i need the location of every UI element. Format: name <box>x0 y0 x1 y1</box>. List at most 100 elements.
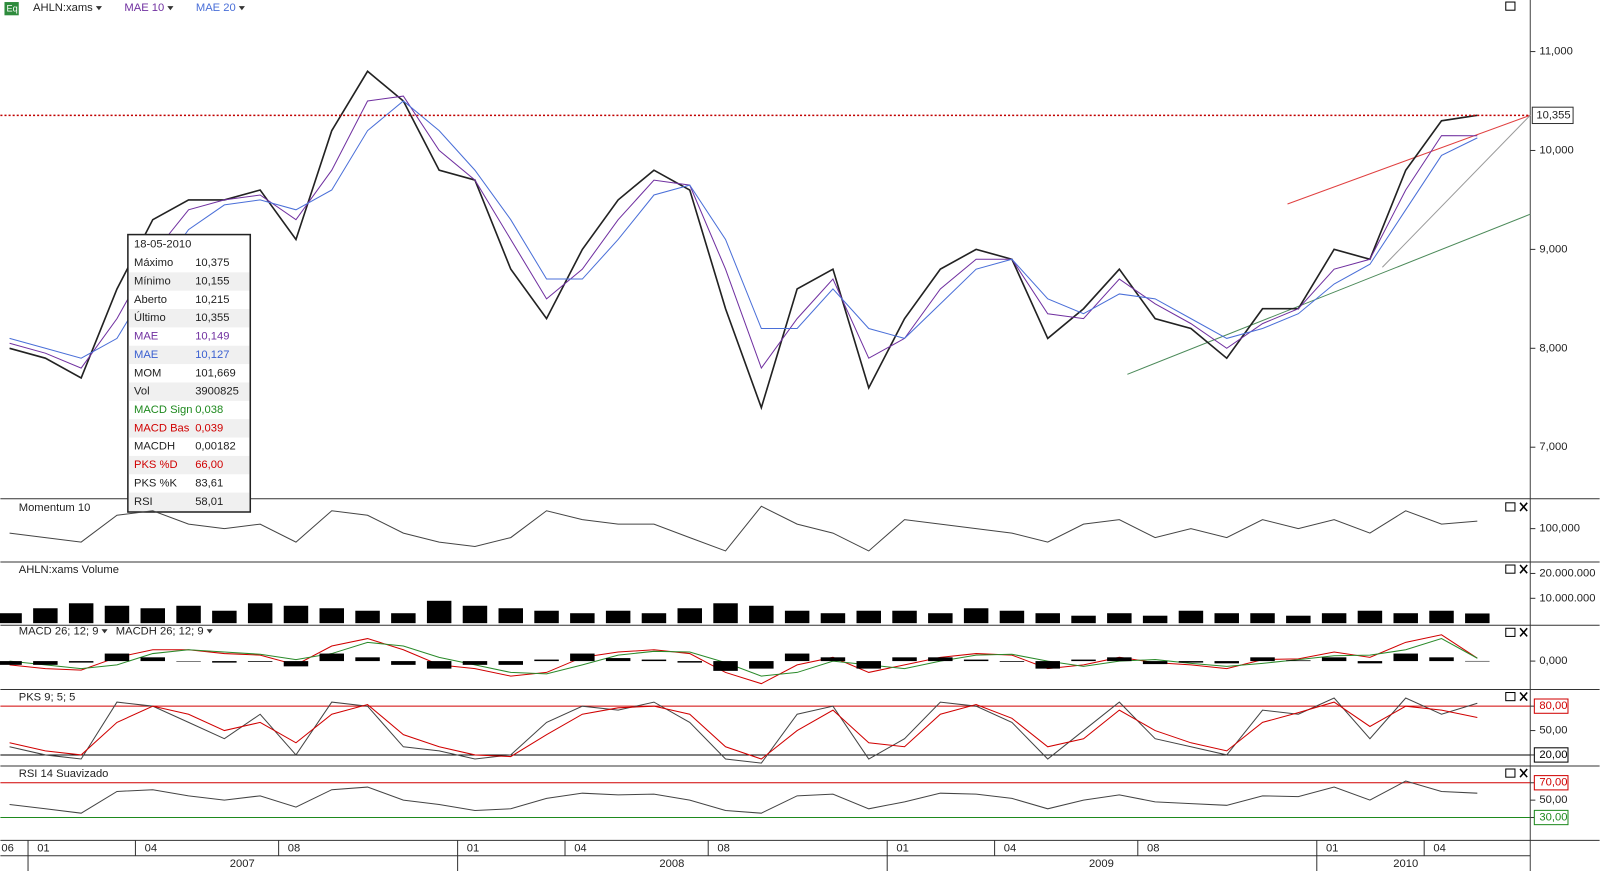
tooltip-value: 66,00 <box>195 459 223 471</box>
bar <box>999 610 1025 624</box>
bar <box>426 661 452 669</box>
bar <box>498 608 523 624</box>
x-tick-label: 01 <box>896 843 908 855</box>
bar <box>605 610 631 624</box>
bar <box>820 657 846 662</box>
y-tick-label: 70,00 <box>1539 777 1567 789</box>
bar <box>247 603 273 624</box>
bar <box>1393 613 1418 624</box>
y-tick-label: 80,00 <box>1539 700 1567 712</box>
y-tick-label: 30,00 <box>1539 811 1567 823</box>
bar <box>1071 615 1096 624</box>
bar <box>1357 661 1383 664</box>
bar <box>856 610 881 624</box>
last-value-box <box>1531 106 1574 125</box>
dropdown-arrow <box>95 6 102 11</box>
y-tick-label: 10,000 <box>1539 144 1573 156</box>
bar <box>33 661 58 665</box>
x-tick-label: 04 <box>145 843 157 855</box>
maximize-button[interactable] <box>1505 627 1516 637</box>
close-button[interactable] <box>1519 564 1528 574</box>
bar <box>283 661 309 667</box>
maximize-button[interactable] <box>1505 692 1516 702</box>
tooltip-label: PKS %D <box>134 459 178 471</box>
bar <box>104 653 130 662</box>
bar <box>247 661 273 662</box>
bar <box>963 608 989 624</box>
tooltip-label: MACD Sign <box>134 404 193 416</box>
bar <box>140 608 166 624</box>
bar <box>677 608 702 624</box>
maximize-button[interactable] <box>1505 768 1516 778</box>
dropdown-arrow <box>206 629 213 634</box>
series-line <box>9 95 1478 370</box>
maximize-button[interactable] <box>1505 564 1516 574</box>
year-label: 2008 <box>659 858 684 870</box>
bar <box>1286 660 1311 662</box>
trend-line <box>1382 114 1531 268</box>
legend-entry: MAE 10 <box>124 2 164 14</box>
bar <box>33 608 58 624</box>
series-line <box>9 697 1478 764</box>
maximize-button[interactable] <box>1505 502 1516 512</box>
bar <box>1429 610 1454 624</box>
tooltip-value: 83,61 <box>195 477 223 489</box>
bar <box>534 610 559 624</box>
tooltip-label: Máximo <box>134 257 173 269</box>
bar <box>1429 657 1454 662</box>
trend-line <box>1287 114 1531 205</box>
bar <box>1107 657 1132 662</box>
bar <box>534 659 559 662</box>
bar <box>570 613 595 624</box>
tooltip-value: 10,127 <box>195 349 229 361</box>
y-tick-label: 20,00 <box>1539 749 1567 761</box>
maximize-button[interactable] <box>1505 1 1516 11</box>
bar <box>1035 661 1060 669</box>
x-tick-label: 04 <box>574 843 586 855</box>
bar <box>176 661 201 662</box>
tooltip-value: 0,038 <box>195 404 223 416</box>
tooltip-value: 0,00182 <box>195 441 236 453</box>
legend-entry: MAE 20 <box>196 2 236 14</box>
bar <box>605 658 631 662</box>
level-label-box <box>1533 775 1569 791</box>
panel-title: RSI 14 Suavizado <box>19 768 109 780</box>
tooltip-value: 10,149 <box>195 331 229 343</box>
tooltip-label: Aberto <box>134 294 167 306</box>
tooltip-value: 10,155 <box>195 275 229 287</box>
tooltip-label: MACD Bas <box>134 422 190 434</box>
bar <box>391 613 416 624</box>
x-tick-label: 08 <box>1147 843 1159 855</box>
bar <box>1142 615 1168 624</box>
tooltip-row-bg <box>128 492 250 511</box>
tooltip-label: Mínimo <box>134 275 171 287</box>
x-tick-label: 08 <box>288 843 300 855</box>
year-label: 2009 <box>1089 858 1114 870</box>
bar <box>212 661 237 663</box>
bar <box>892 657 917 662</box>
bar <box>892 610 917 624</box>
tooltip-value: 58,01 <box>195 496 223 508</box>
y-tick-label: 0,000 <box>1539 655 1567 667</box>
x-tick-label: 01 <box>1326 843 1338 855</box>
close-button[interactable] <box>1519 627 1528 637</box>
close-button[interactable] <box>1519 502 1528 512</box>
eq-icon[interactable] <box>4 2 19 16</box>
bar <box>1035 613 1060 624</box>
series-line <box>9 780 1478 814</box>
tooltip-value: 10,375 <box>195 257 229 269</box>
bar <box>426 600 452 624</box>
x-tick-label: 01 <box>37 843 49 855</box>
close-button[interactable] <box>1519 768 1528 778</box>
x-tick-label: 01 <box>467 843 479 855</box>
bar <box>0 613 22 624</box>
y-tick-label: 9,000 <box>1539 243 1567 255</box>
tooltip-row-bg <box>128 382 250 401</box>
y-tick-label: 7,000 <box>1539 441 1567 453</box>
bar <box>1321 657 1347 662</box>
bar <box>641 613 667 624</box>
bar <box>1465 613 1490 624</box>
close-button[interactable] <box>1519 692 1528 702</box>
panel-title: Momentum 10 <box>19 502 91 514</box>
bar <box>1178 661 1204 663</box>
